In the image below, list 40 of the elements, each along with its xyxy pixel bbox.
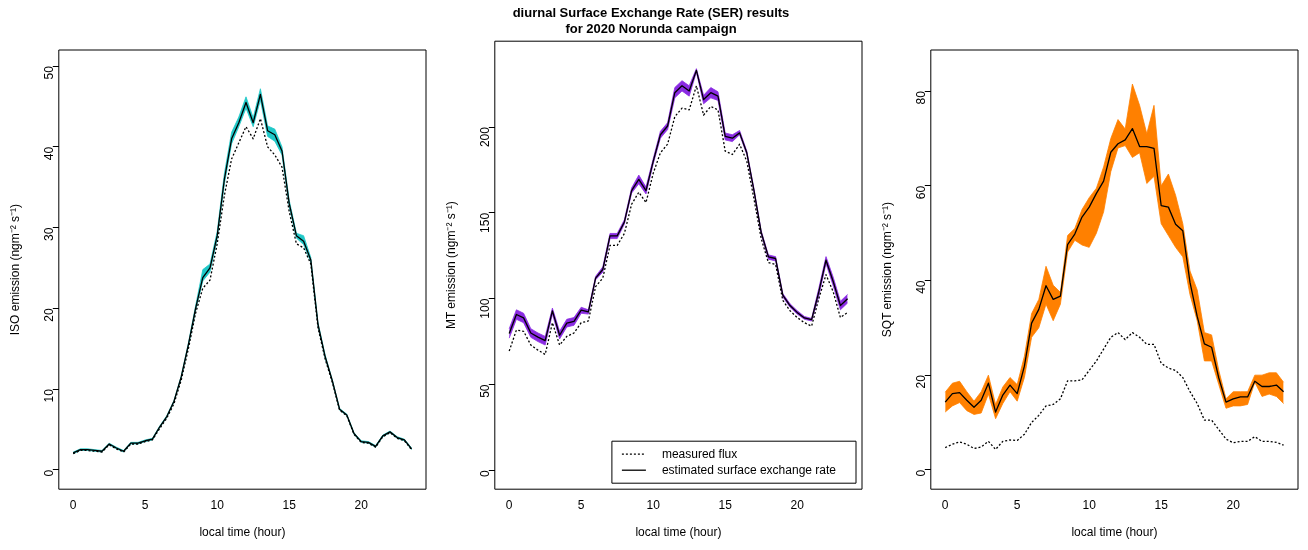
- y-tick-label: 0: [914, 469, 929, 477]
- y-tick-label: 150: [478, 212, 493, 233]
- y-axis-title: MT emission (ngm⁻² s⁻¹): [443, 201, 458, 330]
- y-tick-label: 200: [478, 126, 493, 148]
- y-tick-label: 40: [42, 146, 57, 161]
- x-tick-label: 20: [790, 497, 805, 512]
- x-tick-label: 15: [282, 497, 297, 512]
- x-tick-label: 20: [1226, 497, 1241, 512]
- y-tick-label: 60: [914, 185, 929, 200]
- x-tick-label: 5: [577, 497, 585, 512]
- x-axis-title: local time (hour): [1071, 525, 1158, 540]
- x-tick-label: 0: [941, 497, 949, 512]
- x-tick-label: 0: [69, 497, 77, 512]
- x-tick-label: 15: [1154, 497, 1169, 512]
- x-tick-label: 20: [354, 497, 369, 512]
- y-axis-title: ISO emission (ngm⁻² s⁻¹): [7, 203, 22, 336]
- y-tick-label: 40: [914, 280, 929, 294]
- y-tick-label: 0: [478, 470, 493, 478]
- y-axis-title: SQT emission (ngm⁻² s⁻¹): [879, 202, 894, 338]
- y-tick-label: 20: [914, 374, 929, 389]
- y-tick-label: 100: [478, 298, 493, 319]
- y-tick-label: 10: [42, 388, 57, 403]
- y-tick-label: 30: [42, 227, 57, 241]
- y-tick-label: 0: [42, 469, 57, 477]
- x-tick-label: 10: [646, 497, 661, 512]
- y-tick-label: 80: [914, 90, 929, 105]
- x-tick-label: 10: [210, 497, 225, 512]
- x-tick-label: 10: [1082, 497, 1097, 512]
- y-tick-label: 50: [478, 384, 493, 398]
- x-axis-title: local time (hour): [635, 525, 722, 540]
- y-tick-label: 50: [42, 65, 57, 80]
- y-tick-label: 20: [42, 308, 57, 322]
- legend-label: estimated surface exchange rate: [661, 462, 837, 477]
- chart-title: diurnal Surface Exchange Rate (SER) results for 2020 Norunda campaign: [512, 5, 790, 36]
- x-tick-label: 5: [1013, 497, 1021, 512]
- x-tick-label: 0: [505, 497, 513, 512]
- x-tick-label: 5: [141, 497, 149, 512]
- legend-label: measured flux: [661, 446, 738, 461]
- x-tick-label: 15: [718, 497, 733, 512]
- x-axis-title: local time (hour): [199, 525, 286, 540]
